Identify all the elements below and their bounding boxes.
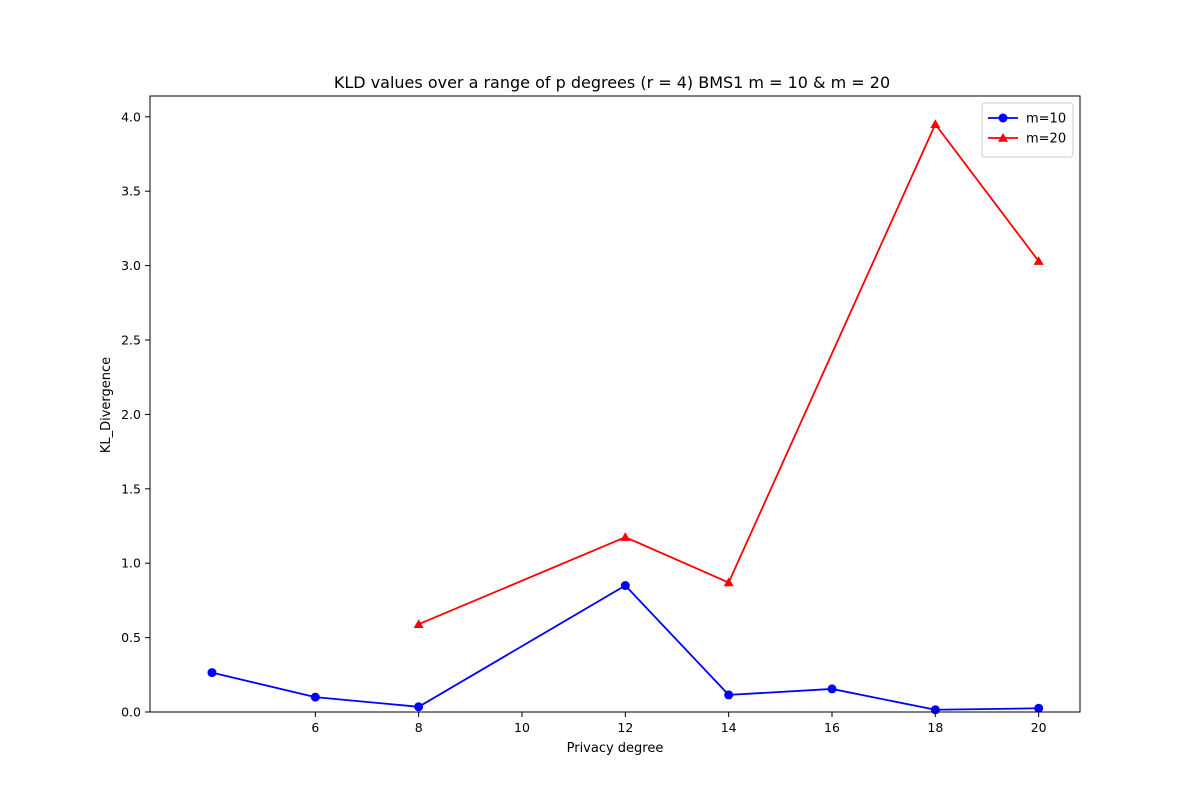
data-point-m=10 [310, 692, 320, 702]
x-tick-label: 20 [1031, 720, 1047, 735]
x-tick-label: 14 [721, 720, 737, 735]
x-axis-label: Privacy degree [567, 741, 664, 756]
data-point-m=10 [930, 705, 940, 715]
legend-marker-m=20 [998, 133, 1008, 142]
legend-label: m=20 [1026, 132, 1066, 147]
data-point-m=10 [1034, 703, 1044, 713]
data-point-m=10 [724, 690, 734, 700]
data-point-m=10 [414, 702, 424, 712]
legend: m=10 m=20 [981, 102, 1074, 158]
data-point-m=20 [620, 532, 631, 541]
x-tick-label: 10 [514, 720, 530, 735]
y-tick-label: 3.5 [121, 184, 141, 199]
data-point-m=20 [413, 619, 424, 628]
data-point-m=10 [827, 684, 837, 694]
x-tick-label: 6 [311, 720, 319, 735]
y-tick-label: 3.0 [121, 258, 141, 273]
data-point-m=20 [723, 577, 734, 587]
plot-area: 6 8 10 12 14 16 18 20 0.0 0.5 1.0 1.5 2.0 2.5 3.0 3.5 4.… [121, 95, 1081, 735]
legend-marker-m=10 [998, 113, 1008, 123]
data-point-m=20 [1033, 256, 1044, 265]
x-tick-label: 16 [824, 720, 840, 735]
x-tick-label: 8 [415, 720, 423, 735]
series-line-m=20 [418, 123, 1040, 626]
data-point-m=20 [930, 119, 941, 129]
y-tick-label: 1.5 [121, 481, 141, 496]
y-tick-label: 0.0 [121, 705, 141, 720]
y-axis-label: KL_Divergence [99, 357, 114, 453]
data-point-m=10 [207, 668, 217, 678]
chart-title: KLD values over a range of p degrees (r … [334, 73, 890, 92]
plot-frame [149, 95, 1081, 713]
y-tick-label: 4.0 [121, 109, 141, 124]
data-point-m=10 [620, 581, 630, 591]
y-tick-label: 2.0 [121, 407, 141, 422]
legend-label: m=10 [1026, 112, 1066, 127]
y-tick-label: 1.0 [121, 556, 141, 571]
y-tick-label: 0.5 [121, 630, 141, 645]
y-tick-label: 2.5 [121, 333, 141, 348]
x-tick-label: 18 [927, 720, 943, 735]
series-line-m=10 [211, 584, 1039, 711]
x-tick-label: 12 [617, 720, 633, 735]
